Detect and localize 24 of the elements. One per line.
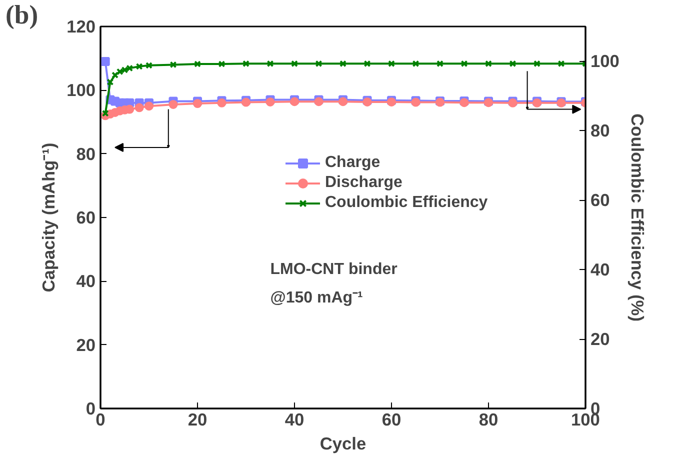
x-axis-title: Cycle bbox=[320, 434, 366, 454]
text: (b) bbox=[6, 0, 38, 30]
x-tick-label: 80 bbox=[478, 410, 498, 430]
legend-label: Coulombic Efficiency bbox=[325, 194, 488, 212]
y2-tick-label: 20 bbox=[590, 329, 610, 350]
legend-label: Charge bbox=[325, 154, 380, 172]
y-tick-label: 120 bbox=[66, 16, 96, 36]
y2-tick-label: 80 bbox=[590, 120, 610, 141]
y2-tick-label: 40 bbox=[590, 260, 610, 280]
y-tick-label: 20 bbox=[76, 334, 96, 355]
y-tick-label: 40 bbox=[76, 271, 96, 292]
y-tick-label: 100 bbox=[66, 80, 96, 100]
annotation: LMO-CNT binder bbox=[270, 260, 398, 278]
annotation: @150 mAg⁻¹ bbox=[270, 290, 363, 307]
y2-tick-label: 100 bbox=[590, 51, 620, 72]
legend-label: Discharge bbox=[325, 174, 402, 192]
y2-tick-label: 60 bbox=[590, 190, 610, 210]
x-tick-label: 60 bbox=[382, 410, 402, 430]
x-tick-label: 40 bbox=[284, 410, 304, 430]
y2-axis-title: Coulombic Efficiency (%) bbox=[627, 114, 648, 322]
y-axis-title: Capacity (mAhg⁻¹) bbox=[38, 142, 59, 292]
y-tick-label: 80 bbox=[76, 144, 96, 164]
x-tick-label: 20 bbox=[188, 410, 208, 430]
y-tick-label: 60 bbox=[76, 208, 96, 228]
